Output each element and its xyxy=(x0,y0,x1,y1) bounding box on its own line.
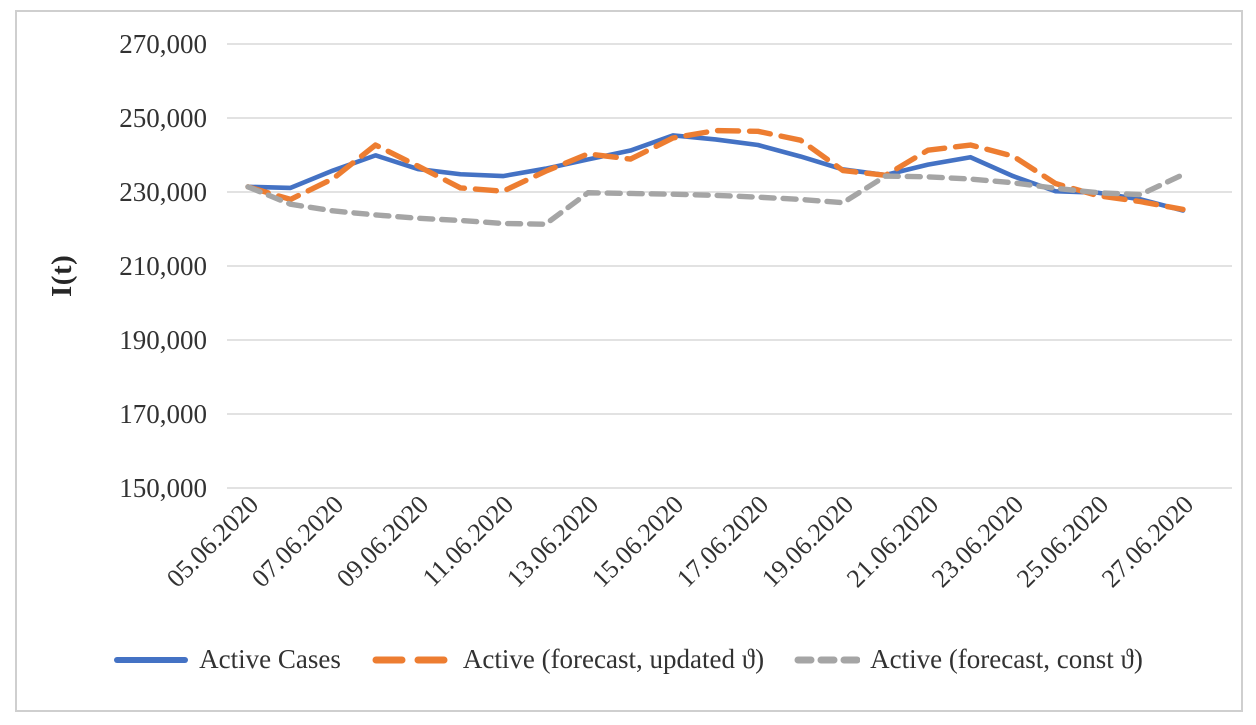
legend-item-active-cases: Active Cases xyxy=(113,644,341,675)
y-axis-title: I(t) xyxy=(46,254,78,297)
x-tick-label: 11.06.2020 xyxy=(417,490,520,593)
series-line-active-forecast-updated-theta xyxy=(245,127,1186,213)
x-tick-label: 21.06.2020 xyxy=(841,490,944,593)
y-tick-label: 190,000 xyxy=(119,325,207,355)
y-tick-label: 150,000 xyxy=(119,473,207,503)
legend-item-forecast-updated: Active (forecast, updated ϑ) xyxy=(371,644,764,675)
solid-line-icon xyxy=(114,656,189,663)
y-tick-label: 210,000 xyxy=(119,251,207,281)
x-tick-label: 23.06.2020 xyxy=(926,490,1029,593)
x-tick-label: 13.06.2020 xyxy=(501,490,604,593)
x-tick-label: 17.06.2020 xyxy=(671,490,774,593)
x-tick-label: 09.06.2020 xyxy=(331,490,434,593)
x-tick-label: 25.06.2020 xyxy=(1011,490,1114,593)
x-tick-label: 19.06.2020 xyxy=(756,490,859,593)
legend: Active Cases Active (forecast, updated ϑ… xyxy=(0,644,1256,675)
x-tick-label: 07.06.2020 xyxy=(246,490,349,593)
legend-label-active-cases: Active Cases xyxy=(199,644,341,674)
x-tick-label: 05.06.2020 xyxy=(161,490,264,593)
series-line-active-cases xyxy=(245,133,1186,213)
legend-label-forecast-updated: Active (forecast, updated ϑ) xyxy=(462,644,765,674)
legend-label-forecast-const: Active (forecast, const ϑ) xyxy=(870,644,1143,674)
x-tick-label: 15.06.2020 xyxy=(586,490,689,593)
dashed-line-icon xyxy=(794,656,861,663)
y-tick-label: 250,000 xyxy=(119,103,207,133)
x-tick-label: 27.06.2020 xyxy=(1096,490,1199,593)
series-line-active-forecast-const-theta xyxy=(245,171,1186,227)
y-tick-label: 170,000 xyxy=(119,399,207,429)
dashed-line-icon xyxy=(372,656,453,663)
y-tick-label: 270,000 xyxy=(119,29,207,59)
chart-border xyxy=(15,10,1243,712)
legend-item-forecast-const: Active (forecast, const ϑ) xyxy=(794,644,1143,675)
y-tick-label: 230,000 xyxy=(119,177,207,207)
